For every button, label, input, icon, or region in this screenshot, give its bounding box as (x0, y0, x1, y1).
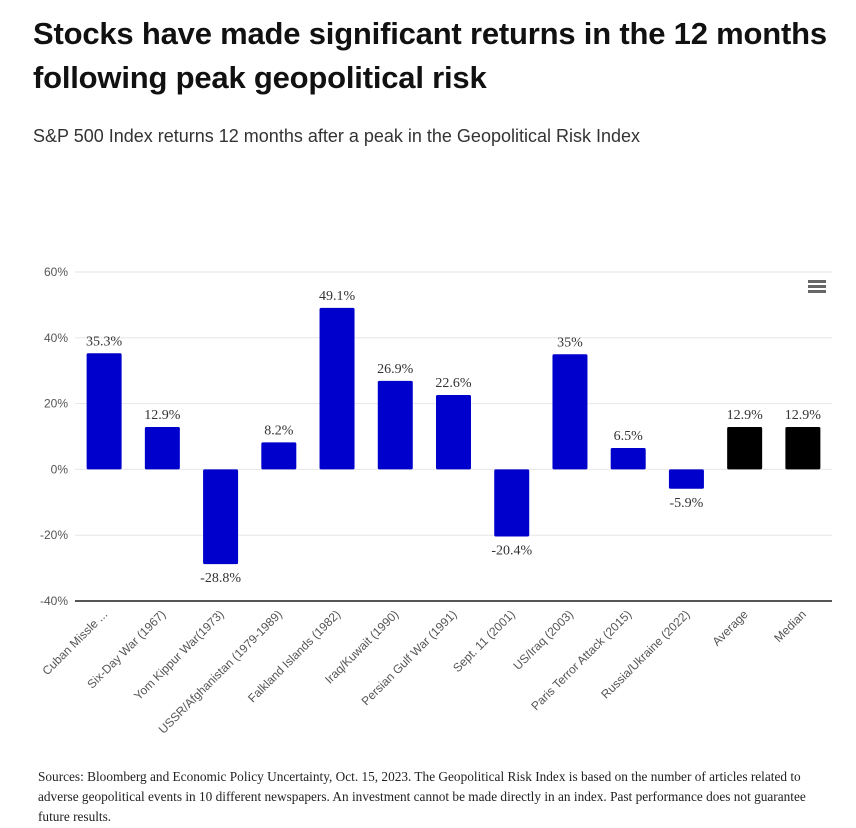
data-label: -20.4% (491, 544, 532, 559)
bar[interactable] (610, 448, 646, 470)
y-tick-label: 0% (51, 462, 69, 476)
chart-title: Stocks have made significant returns in … (33, 16, 827, 95)
data-label: 6.5% (614, 429, 644, 444)
data-label: -28.8% (200, 571, 241, 586)
data-label: 49.1% (319, 289, 356, 304)
x-tick-label: US/Iraq (2003) (511, 607, 577, 673)
bar[interactable] (261, 442, 297, 470)
bar[interactable] (494, 469, 530, 537)
data-label: 35% (557, 335, 583, 350)
data-labels: 35.3% 12.9% -28.8% 8.2% 49.1% 26.9% 22.6% -20.4… (86, 289, 821, 586)
bar[interactable] (727, 426, 763, 470)
bar[interactable] (785, 426, 821, 470)
hamburger-menu-icon[interactable] (808, 280, 826, 296)
bar[interactable] (203, 469, 239, 565)
bar[interactable] (86, 353, 122, 470)
data-label: -5.9% (670, 496, 704, 511)
data-label: 8.2% (264, 423, 294, 438)
bar[interactable] (319, 307, 355, 470)
bar-chart: 60% 40% 20% 0% -20% -40% 35.3% 12.9% -28.8% 8.2%… (39, 265, 832, 736)
data-label: 35.3% (86, 334, 123, 349)
bars (86, 307, 821, 565)
x-tick-label: Median (771, 607, 809, 645)
y-tick-label: 20% (44, 397, 68, 411)
bar[interactable] (552, 354, 588, 470)
chart-subtitle: S&P 500 Index returns 12 months after a … (33, 126, 641, 146)
bar[interactable] (668, 469, 704, 489)
bar[interactable] (144, 426, 180, 470)
y-tick-label: 60% (44, 265, 68, 279)
x-tick-label: Sept. 11 (2001) (450, 607, 518, 675)
x-tick-label: Persian Gulf War (1991) (359, 607, 460, 708)
y-tick-label: -40% (40, 594, 68, 608)
bar[interactable] (436, 395, 471, 470)
data-label: 12.9% (144, 408, 181, 423)
x-tick-label: Paris Terror Attack (2015) (528, 607, 634, 713)
data-label: 22.6% (435, 376, 472, 391)
y-axis: 60% 40% 20% 0% -20% -40% (40, 265, 68, 608)
data-label: 26.9% (377, 362, 414, 377)
bar[interactable] (377, 380, 413, 470)
x-tick-label: USSR/Afghanistan (1979-1989) (156, 607, 285, 736)
data-label: 12.9% (727, 408, 764, 423)
x-tick-label: Average (709, 607, 751, 649)
source-footnote: Sources: Bloomberg and Economic Policy U… (38, 769, 806, 824)
y-tick-label: 40% (44, 331, 68, 345)
y-tick-label: -20% (40, 528, 68, 542)
x-axis: Cuban Missle ...Six-Day War (1967)Yom Ki… (39, 607, 809, 736)
data-label: 12.9% (785, 408, 822, 423)
